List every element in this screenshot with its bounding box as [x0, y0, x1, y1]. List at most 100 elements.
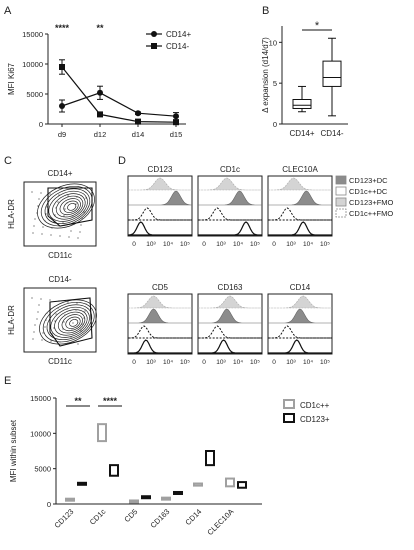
x-tick-label: 10⁴ [303, 359, 313, 366]
fmo-histogram [268, 325, 332, 339]
event-dot [40, 192, 42, 194]
y-axis-label: MFI within subset [9, 419, 18, 482]
event-dot [32, 232, 34, 234]
panel-letter-c: C [4, 155, 12, 167]
y-tick-label: 10000 [22, 60, 43, 69]
y-tick-label: 5 [273, 79, 277, 88]
event-dot [70, 336, 72, 338]
event-dot [81, 217, 83, 219]
y-axis-label: HLA-DR [7, 305, 16, 335]
panel-c-contour-plots: CD14+ CD11c HLA-DR CD14- CD11c HLA-DR [7, 169, 97, 366]
legend-marker [151, 31, 157, 37]
event-dot [75, 309, 77, 311]
x-tick-label: CLEC10A [205, 507, 235, 537]
legend-swatch [335, 186, 347, 196]
event-dot [67, 195, 69, 197]
dc-histogram [127, 221, 192, 236]
y-tick-label: 0 [39, 120, 43, 129]
dc-histogram [198, 221, 262, 236]
event-dot [33, 225, 35, 227]
x-tick-label: 10⁵ [250, 241, 260, 248]
x-tick-label: CD14+ [289, 129, 314, 138]
contour-line [39, 299, 97, 345]
event-dot [33, 331, 35, 333]
event-dot [44, 220, 46, 222]
event-dot [42, 332, 44, 334]
dc-histogram [198, 308, 262, 324]
legend-label: CD14- [166, 42, 189, 51]
event-dot [66, 202, 68, 204]
x-tick-label: CD14 [183, 507, 203, 527]
range-box [193, 482, 203, 487]
contour-line [40, 185, 93, 227]
histogram-title: CD163 [218, 283, 243, 292]
contour-line [67, 203, 77, 211]
event-dot [45, 319, 47, 321]
legend-label: CD1c++DC [349, 187, 388, 196]
contour-line [48, 190, 88, 222]
data-point [59, 103, 65, 109]
x-tick-label: 0 [132, 359, 136, 366]
data-point [97, 111, 103, 118]
significance-label: ** [74, 396, 82, 406]
x-tick-label: CD14- [320, 129, 343, 138]
legend-label: CD1c++ [300, 401, 330, 410]
event-dot [80, 224, 82, 226]
event-dot [34, 324, 36, 326]
x-tick-label: CD5 [122, 507, 139, 524]
x-tick-label: d9 [58, 130, 66, 139]
event-dot [36, 318, 38, 320]
panel-letter-d: D [118, 155, 126, 167]
panel-letter-e: E [4, 375, 11, 387]
event-dot [41, 339, 43, 341]
fmo-histogram [198, 177, 262, 191]
event-dot [59, 235, 61, 237]
event-dot [77, 343, 79, 345]
event-dot [54, 214, 56, 216]
event-dot [76, 196, 78, 198]
event-dot [66, 308, 68, 310]
x-tick-label: 10³ [286, 241, 296, 248]
legend-swatch [283, 399, 295, 409]
data-point [135, 110, 141, 117]
contour-line [42, 301, 95, 343]
event-dot [80, 330, 82, 332]
legend-label: CD123+DC [349, 176, 388, 185]
histogram-title: CD5 [152, 283, 169, 292]
data-point [59, 64, 65, 70]
x-tick-label: 10⁴ [163, 359, 173, 366]
x-tick-label: CD163 [149, 507, 172, 530]
event-dot [76, 302, 78, 304]
range-box [237, 481, 247, 489]
histogram-title: CD14 [290, 283, 311, 292]
range-box [65, 497, 75, 502]
event-dot [64, 314, 66, 316]
range-box [205, 450, 215, 467]
range-box [97, 423, 107, 443]
x-tick-label: 10³ [146, 241, 156, 248]
x-axis-label: CD11c [48, 251, 72, 260]
y-axis-label: MFI Ki67 [7, 62, 16, 95]
y-tick-label: 10 [269, 38, 277, 47]
series-line [61, 92, 177, 117]
contour-line [65, 316, 81, 329]
data-point [97, 89, 103, 96]
event-dot [72, 322, 74, 324]
legend-label: CD123+FMO [349, 198, 394, 207]
range-box [141, 495, 151, 500]
fmo-histogram [268, 177, 332, 191]
legend-swatch [335, 197, 347, 207]
event-dot [46, 206, 48, 208]
significance-label: ** [96, 23, 104, 33]
panel-d-histograms: CD123 0 10³ 10⁴ 10⁵ CD1c 0 10³ 10⁴ 10⁵ CLEC10A 0 10³… [127, 165, 394, 366]
event-dot [51, 227, 53, 229]
range-box [225, 477, 235, 488]
y-tick-label: 10000 [30, 429, 51, 438]
x-axis-label: CD11c [48, 357, 72, 366]
event-dot [83, 317, 85, 319]
fmo-histogram [198, 207, 262, 221]
y-tick-label: 15000 [22, 30, 43, 39]
event-dot [37, 311, 39, 313]
event-dot [49, 299, 51, 301]
event-dot [58, 194, 60, 196]
